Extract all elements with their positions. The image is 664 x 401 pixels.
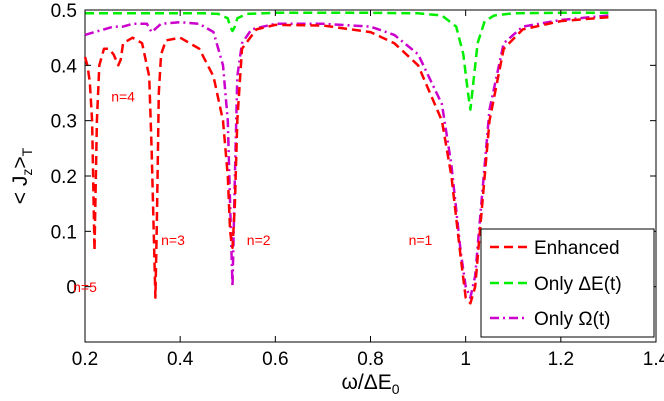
legend-label-only-omega-symbol: Ω(t) [578, 309, 610, 330]
y-tick-label: 0.5 [51, 1, 77, 22]
series-line-1 [85, 11, 609, 111]
x-axis-label: ω/ΔE0 [341, 371, 399, 397]
ticks-layer: 0.2 0.4 0.6 0.8 1 1.2 1.4 0 0.1 0.2 0.3 0.4 0.5 [51, 1, 664, 370]
series-line-0 [83, 15, 609, 305]
y-tick-label: 0 [66, 278, 77, 299]
annotation-n-3: n=3 [161, 232, 185, 248]
y-axis-label-sub2: T [19, 147, 35, 156]
x-tick-label: 1.2 [548, 349, 574, 370]
annotation-n-2: n=2 [247, 232, 271, 248]
legend-label-only-delta-e-main: Only [534, 274, 578, 295]
y-tick-label: 0.2 [51, 167, 77, 188]
y-axis-label-mid: > [9, 156, 32, 168]
annotation-n-4: n=4 [111, 88, 135, 104]
y-tick-label: 0.1 [51, 222, 77, 243]
y-axis-label-sub1: z [19, 169, 35, 176]
y-axis-label-main: < J [9, 176, 32, 205]
x-axis-label-main: ω/ΔE [341, 371, 391, 394]
legend: Enhanced Only ΔE(t) Only Ω(t) [480, 228, 655, 338]
x-tick-label: 0.2 [72, 349, 98, 370]
legend-label-only-delta-e: Only ΔE(t) [534, 274, 622, 295]
legend-label-enhanced: Enhanced [534, 238, 620, 259]
legend-label-only-omega: Only Ω(t) [534, 309, 611, 330]
x-tick-label: 0.8 [357, 349, 383, 370]
legend-label-only-delta-e-symbol: ΔE(t) [578, 274, 621, 295]
annotation-n-1: n=1 [409, 232, 433, 248]
y-axis-label: < Jz>T [9, 147, 35, 204]
legend-label-only-omega-main: Only [534, 309, 578, 330]
x-tick-label: 1 [460, 349, 471, 370]
y-tick-label: 0.3 [51, 112, 77, 133]
annotations: n=4 n=3 n=2 n=1 n=5 [73, 88, 432, 295]
x-axis-label-sub: 0 [392, 381, 400, 397]
annotation-n-5: n=5 [73, 279, 97, 295]
y-tick-label: 0.4 [51, 56, 78, 77]
x-tick-label: 0.4 [167, 349, 194, 370]
series-layer [83, 11, 609, 305]
x-tick-label: 1.4 [643, 349, 664, 370]
x-tick-label: 0.6 [262, 349, 288, 370]
